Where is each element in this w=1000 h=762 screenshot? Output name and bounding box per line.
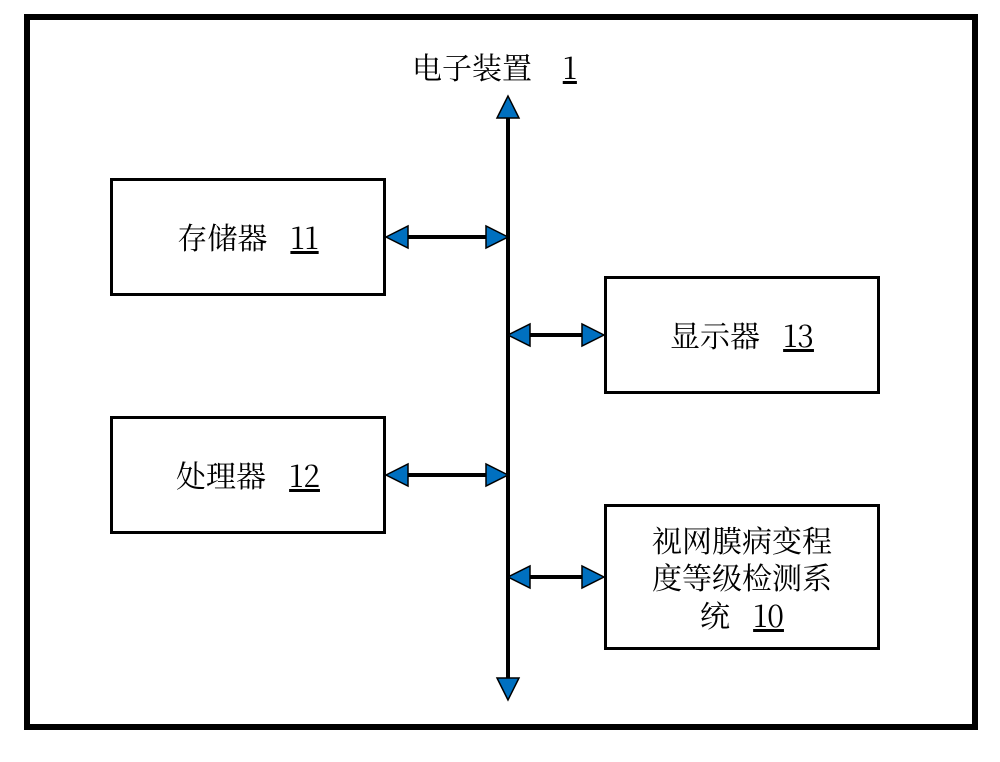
node-retinopathy-ref: 10: [753, 592, 784, 636]
node-processor: 处理器 12: [110, 416, 386, 534]
node-memory-ref: 11: [290, 214, 318, 258]
node-retinopathy-line3-prefix: 统: [700, 592, 730, 636]
node-display: 显示器 13: [604, 276, 880, 394]
diagram-title-text: 电子装置: [412, 44, 532, 88]
node-retinopathy-system: 视网膜病变程 度等级检测系 统 10: [604, 504, 880, 650]
node-memory: 存储器 11: [110, 178, 386, 296]
diagram-title: 电子装置 1: [412, 44, 577, 88]
node-processor-ref: 12: [289, 452, 320, 496]
node-display-label: 显示器: [670, 312, 760, 356]
diagram-canvas: 电子装置 1 存储器 11 处理器 12 显示器 13 视网膜病变程 度等级检测…: [0, 0, 1000, 762]
node-memory-label: 存储器: [177, 214, 267, 258]
node-display-ref: 13: [783, 312, 814, 356]
node-processor-label: 处理器: [176, 452, 266, 496]
diagram-title-ref: 1: [563, 44, 577, 88]
